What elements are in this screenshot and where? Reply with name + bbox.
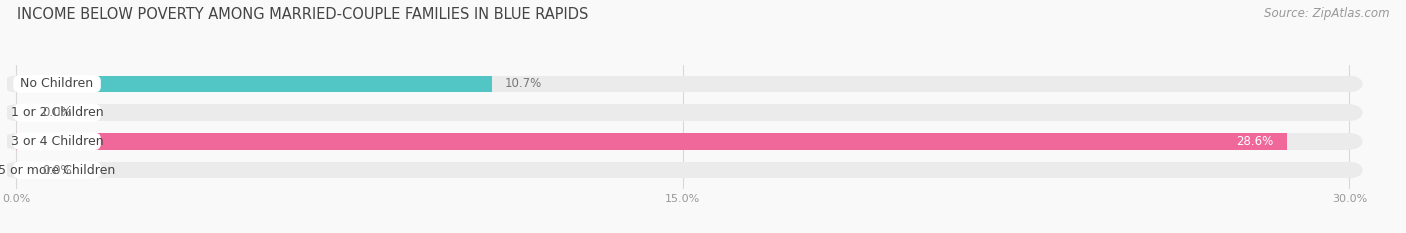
Bar — [15, 75, 492, 92]
Bar — [15, 162, 1350, 178]
Text: 10.7%: 10.7% — [505, 77, 543, 90]
FancyBboxPatch shape — [13, 104, 101, 122]
Text: INCOME BELOW POVERTY AMONG MARRIED-COUPLE FAMILIES IN BLUE RAPIDS: INCOME BELOW POVERTY AMONG MARRIED-COUPL… — [17, 7, 588, 22]
Ellipse shape — [1336, 104, 1362, 121]
Text: Source: ZipAtlas.com: Source: ZipAtlas.com — [1264, 7, 1389, 20]
Bar — [15, 75, 1350, 92]
FancyBboxPatch shape — [13, 132, 101, 150]
Ellipse shape — [3, 133, 30, 150]
Text: 0.0%: 0.0% — [42, 164, 72, 177]
FancyBboxPatch shape — [13, 161, 101, 179]
Bar — [15, 133, 1350, 150]
Ellipse shape — [3, 162, 30, 178]
Text: 5 or more Children: 5 or more Children — [0, 164, 115, 177]
Ellipse shape — [1336, 162, 1362, 178]
Bar — [15, 133, 1286, 150]
Text: 1 or 2 Children: 1 or 2 Children — [11, 106, 104, 119]
Ellipse shape — [1336, 75, 1362, 92]
Text: 3 or 4 Children: 3 or 4 Children — [11, 135, 104, 148]
Ellipse shape — [3, 75, 30, 92]
Ellipse shape — [3, 104, 30, 121]
Text: 0.0%: 0.0% — [42, 106, 72, 119]
Text: 28.6%: 28.6% — [1236, 135, 1274, 148]
Bar — [15, 104, 1350, 121]
Text: No Children: No Children — [21, 77, 94, 90]
FancyBboxPatch shape — [13, 75, 101, 93]
Ellipse shape — [1336, 133, 1362, 150]
